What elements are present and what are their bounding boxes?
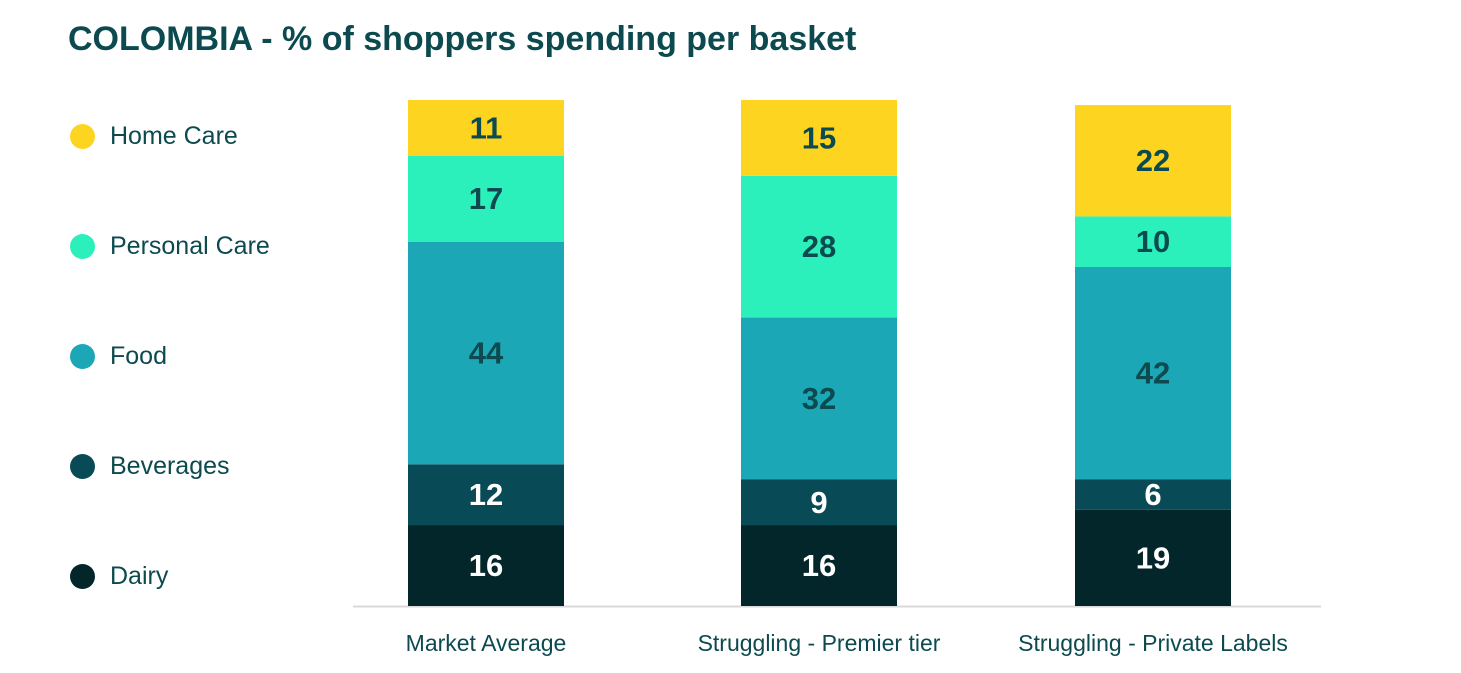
data-label: 10 — [1136, 224, 1170, 259]
bar-segment-personal-care — [408, 155, 564, 242]
data-label: 42 — [1136, 356, 1170, 391]
bar-segment-beverages — [1075, 479, 1231, 510]
bar-segment-personal-care — [741, 175, 897, 318]
data-label: 16 — [469, 548, 503, 583]
legend-swatch — [70, 563, 95, 589]
data-label: 32 — [802, 381, 836, 416]
data-label: 11 — [470, 110, 503, 145]
data-label: 16 — [802, 548, 836, 583]
bar-segment-food — [408, 241, 564, 465]
data-label: 44 — [469, 336, 504, 371]
legend-item-home-care: Home Care — [70, 121, 238, 151]
legend-label: Personal Care — [110, 231, 270, 260]
data-label: 15 — [802, 120, 836, 155]
bar-segment-dairy — [741, 525, 897, 606]
data-label: 9 — [810, 485, 827, 520]
x-tick-label: Market Average — [406, 630, 567, 656]
bar-stack-market-average: 16 12 44 17 11 — [408, 100, 564, 606]
legend-item-beverages: Beverages — [70, 451, 230, 481]
legend-swatch — [70, 343, 95, 369]
legend-swatch — [70, 123, 95, 149]
legend-swatch — [70, 453, 95, 479]
bar-segment-home-care — [1075, 105, 1231, 217]
legend-label: Dairy — [110, 561, 169, 590]
data-label: 17 — [469, 181, 503, 216]
data-label: 6 — [1144, 477, 1161, 512]
legend-item-dairy: Dairy — [70, 561, 168, 591]
legend-label: Beverages — [110, 451, 230, 480]
x-tick-label: Struggling - Premier tier — [698, 630, 941, 656]
legend-item-food: Food — [70, 341, 167, 371]
data-label: 28 — [802, 229, 836, 264]
legend-label: Home Care — [110, 121, 238, 150]
bar-segment-dairy — [1075, 509, 1231, 606]
bar-segment-beverages — [408, 464, 564, 526]
legend-item-personal-care: Personal Care — [70, 231, 270, 261]
legend-swatch — [70, 233, 95, 259]
bar-segment-home-care — [741, 100, 897, 176]
data-label: 19 — [1136, 540, 1170, 575]
bar-stack-struggling-private-labels: 19 6 42 10 22 — [1075, 105, 1231, 606]
x-tick-label: Struggling - Private Labels — [1018, 630, 1288, 656]
bar-segment-beverages — [741, 479, 897, 526]
bar-stack-struggling-premier-tier: 16 9 32 28 15 — [741, 100, 897, 606]
data-label: 22 — [1136, 143, 1170, 178]
chart-title: COLOMBIA - % of shoppers spending per ba… — [68, 20, 857, 58]
bar-segment-personal-care — [1075, 216, 1231, 267]
bar-segment-home-care — [408, 100, 564, 156]
bar-segment-food — [741, 317, 897, 480]
bar-segment-food — [1075, 266, 1231, 480]
bar-segment-dairy — [408, 525, 564, 606]
data-label: 12 — [469, 477, 503, 512]
legend-label: Food — [110, 341, 167, 370]
